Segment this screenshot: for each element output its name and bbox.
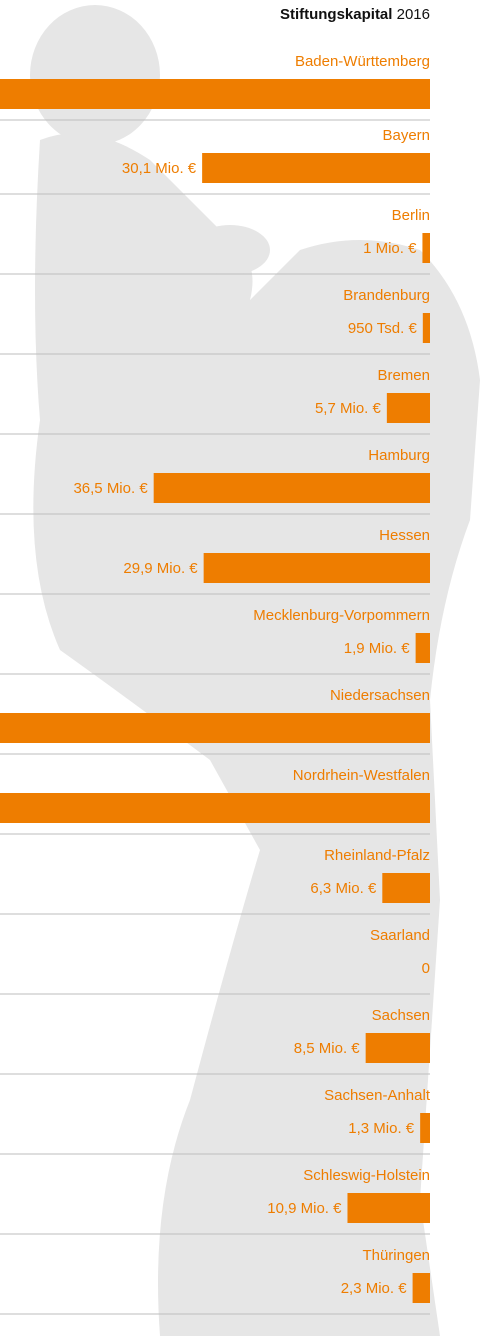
bar: [415, 633, 430, 663]
category-label: Sachsen: [372, 1007, 430, 1024]
value-label: 950 Tsd. €: [348, 320, 418, 337]
category-label: Rheinland-Pfalz: [324, 847, 430, 864]
bar: [153, 473, 431, 503]
bar: [422, 233, 430, 263]
bar: [382, 873, 430, 903]
category-label: Hamburg: [368, 447, 430, 464]
value-label: 30,1 Mio. €: [122, 160, 197, 177]
category-label: Brandenburg: [343, 287, 430, 304]
category-label: Berlin: [392, 207, 430, 224]
bar: [0, 713, 430, 743]
value-label: 1,9 Mio. €: [344, 640, 411, 657]
category-label: Thüringen: [362, 1247, 430, 1264]
bar: [386, 393, 430, 423]
bar: [202, 153, 430, 183]
bar: [412, 1273, 430, 1303]
value-label: 0: [422, 960, 430, 977]
category-label: Bayern: [382, 127, 430, 144]
category-label: Saarland: [370, 927, 430, 944]
bar: [347, 1193, 430, 1223]
value-label: 1 Mio. €: [363, 240, 417, 257]
category-label: Mecklenburg-Vorpommern: [253, 607, 430, 624]
value-label: 1,3 Mio. €: [348, 1120, 415, 1137]
category-label: Bremen: [377, 367, 430, 384]
bar: [422, 313, 430, 343]
value-label: 36,5 Mio. €: [73, 480, 148, 497]
bar: [420, 1113, 430, 1143]
subtitle: 2016: [397, 6, 430, 23]
value-label: 29,9 Mio. €: [123, 560, 198, 577]
value-label: 10,9 Mio. €: [267, 1200, 342, 1217]
category-label: Baden-Württemberg: [295, 53, 430, 70]
category-label: Schleswig-Holstein: [303, 1167, 430, 1184]
bar: [0, 793, 430, 823]
value-label: 6,3 Mio. €: [310, 880, 377, 897]
category-label: Niedersachsen: [330, 687, 430, 704]
value-label: 5,7 Mio. €: [315, 400, 382, 417]
category-label: Sachsen-Anhalt: [324, 1087, 431, 1104]
category-label: Nordrhein-Westfalen: [293, 767, 430, 784]
title: Stiftungskapital: [280, 6, 393, 23]
category-label: Hessen: [379, 527, 430, 544]
value-label: 2,3 Mio. €: [341, 1280, 408, 1297]
bar: [365, 1033, 430, 1063]
bar: [203, 553, 430, 583]
value-label: 8,5 Mio. €: [294, 1040, 361, 1057]
bar: [0, 79, 430, 109]
chart-title: Stiftungskapital 2016: [280, 6, 430, 23]
